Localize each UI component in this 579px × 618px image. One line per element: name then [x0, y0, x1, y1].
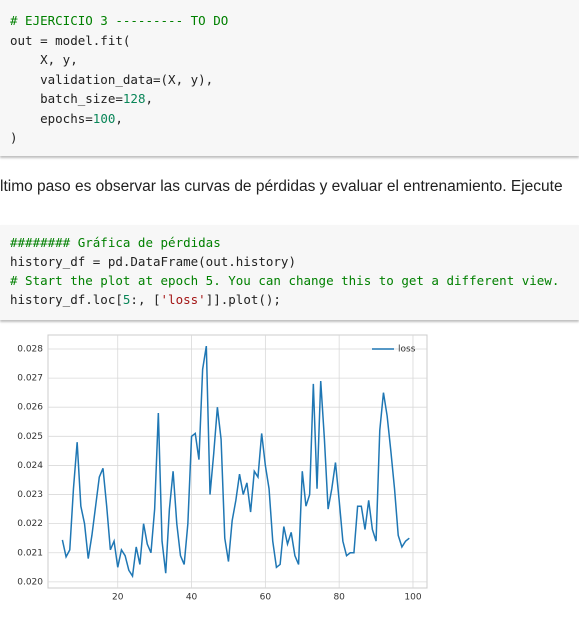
code-token: :, [	[130, 292, 161, 307]
y-tick-label: 0.026	[17, 403, 43, 413]
code-line: out = model.fit(	[10, 33, 130, 48]
y-tick-label: 0.020	[17, 577, 43, 587]
legend-label: loss	[398, 345, 416, 355]
code-line: )	[10, 130, 18, 145]
x-tick-label: 60	[260, 593, 272, 603]
markdown-text: ltimo paso es observar las curvas de pér…	[0, 178, 563, 195]
code-token: 5	[122, 292, 131, 307]
code-token: history_df.loc[	[10, 292, 123, 307]
code-line: batch_size=128,	[10, 91, 153, 106]
y-tick-label: 0.021	[17, 548, 43, 558]
code-token: ]].plot();	[205, 292, 281, 307]
code-token: # EJERCICIO 3 --------- TO DO	[10, 13, 229, 28]
code-token: ######## Gráfica de pérdidas	[10, 235, 221, 250]
x-tick-label: 40	[186, 593, 198, 603]
plot-area	[47, 334, 428, 589]
x-tick-label: 80	[333, 593, 345, 603]
code-token: 100	[92, 110, 116, 126]
code-token: ,	[115, 110, 123, 126]
y-tick-label: 0.024	[17, 461, 43, 471]
code-token: # Start the plot at epoch 5. You can cha…	[10, 273, 560, 288]
code-token: history_df = pd.DataFrame(out.history)	[10, 254, 296, 269]
code-token: )	[10, 130, 18, 145]
code-token: out = model.fit(	[10, 32, 131, 48]
code-cell[interactable]: ######## Gráfica de pérdidas history_df =…	[0, 225, 579, 320]
code-token: validation_data=(X, y),	[10, 71, 214, 87]
y-tick-label: 0.028	[17, 344, 43, 354]
code-cell[interactable]: # EJERCICIO 3 --------- TO DO out = model…	[0, 0, 579, 156]
code-line: X, y,	[10, 52, 78, 67]
y-tick-label: 0.022	[17, 519, 43, 529]
x-tick-label: 100	[404, 593, 421, 603]
x-tick-label: 20	[112, 593, 124, 603]
code-line: history_df.loc[5:, ['loss']].plot();	[10, 292, 281, 307]
code-token: 128	[122, 91, 146, 106]
y-tick-label: 0.025	[17, 432, 43, 442]
y-tick-label: 0.027	[17, 374, 43, 384]
code-token: batch_size=	[10, 91, 123, 106]
chart: 0.020 0.021 0.022 0.023 0.024 0.025 0.026 0.027…	[17, 334, 428, 603]
code-line: # Start the plot at epoch 5. You can cha…	[10, 273, 559, 288]
code-line: validation_data=(X, y),	[10, 72, 213, 87]
code-line: history_df = pd.DataFrame(out.history)	[10, 254, 296, 269]
code-line: # EJERCICIO 3 --------- TO DO	[10, 13, 228, 28]
code-line: ######## Gráfica de pérdidas	[10, 235, 221, 250]
code-token: ,	[145, 91, 153, 106]
code-token: epochs=	[10, 110, 93, 126]
code-token: 'loss'	[160, 292, 206, 307]
loss-line	[61, 345, 410, 579]
code-token: X, y,	[10, 52, 78, 67]
y-tick-label: 0.023	[17, 490, 43, 500]
code-line: epochs=100,	[10, 111, 123, 126]
